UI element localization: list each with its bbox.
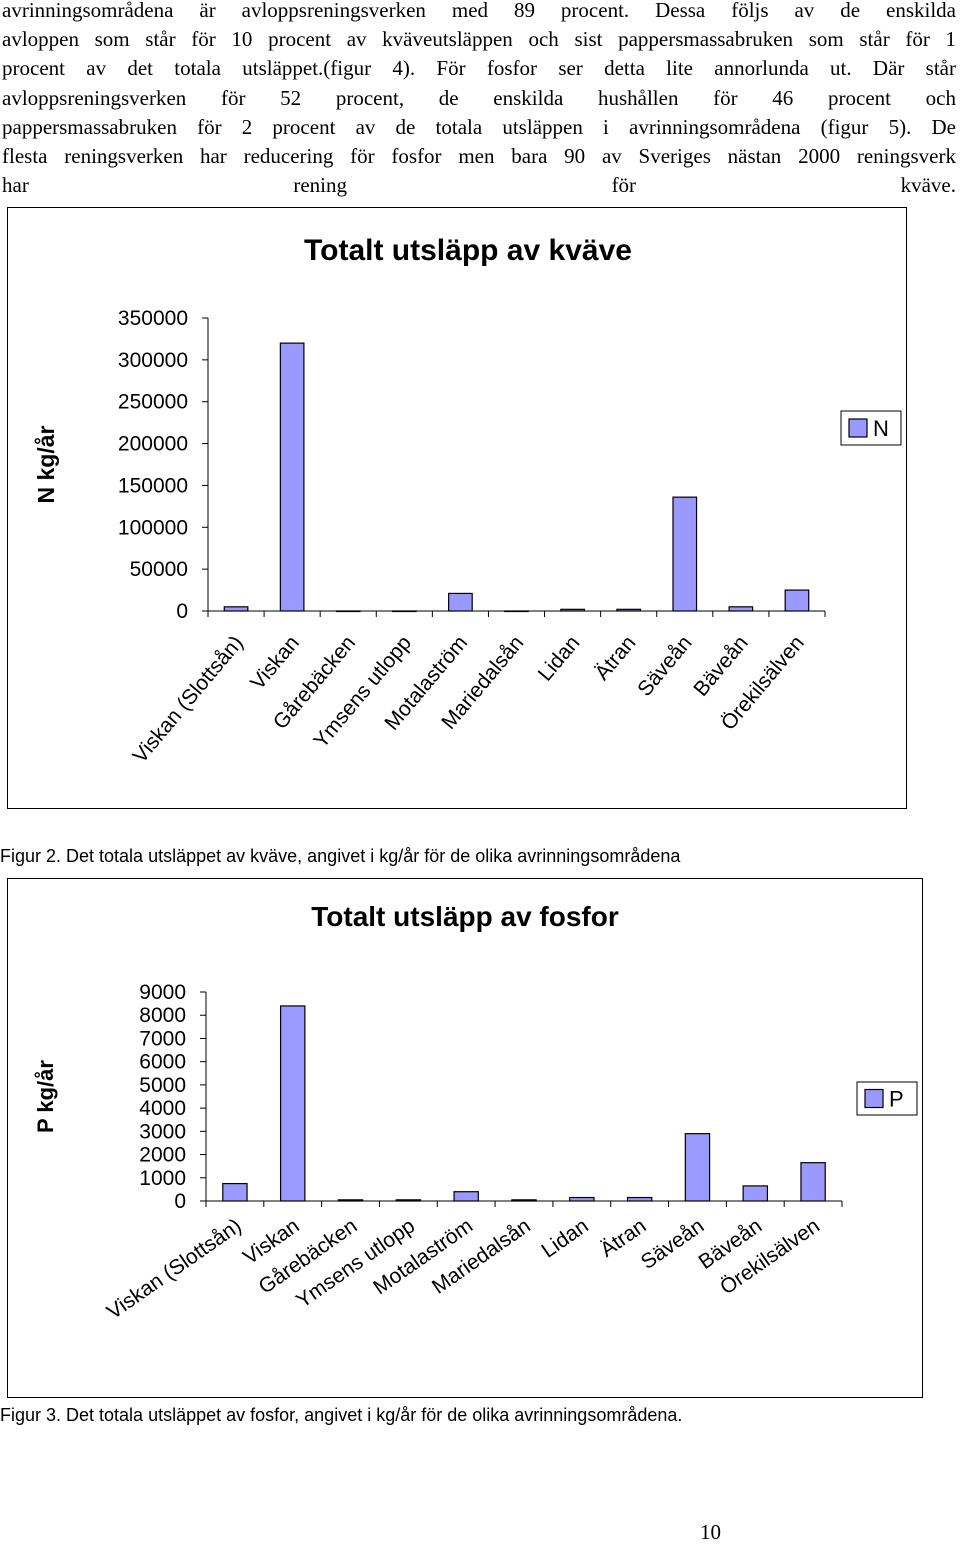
chart-title: Totalt utsläpp av fosfor [311,901,619,932]
bar [684,1133,711,1202]
body-line: har rening för kväve. [2,173,956,198]
figure-2-caption: Figur 2. Det totala utsläppet av kväve, … [0,846,681,866]
y-tick-label: 0 [174,1190,186,1213]
bar [742,1185,769,1202]
page-number: 10 [700,1520,721,1544]
bar [222,1182,248,1202]
figure-3-caption: Figur 3. Det totala utsläppet av fosfor,… [0,1405,683,1425]
bar [395,1199,422,1202]
body-line: avloppen som står för 10 procent av kväv… [2,27,956,52]
x-category-label: Viskan (Slottsån) [103,1214,246,1324]
bar [728,606,754,612]
legend-swatch [848,418,868,438]
bar [616,608,642,612]
phosphorus-chart: Totalt utsläpp av fosfor P kg/år 900080007… [33,901,918,1324]
x-category-label: Ymsens utlopp [309,631,416,752]
phosphorus-chart-frame: Totalt utsläpp av fosfor P kg/år 9000 8000 7… [7,878,923,1398]
y-tick-label: 5000 [139,1074,186,1097]
body-line: avrinningsområdena är avloppsreningsverk… [2,0,956,22]
y-axis-label: N kg/år [33,425,59,503]
bar [569,1196,595,1202]
body-paragraph: avrinningsområdena är avloppsreningsverk… [2,0,956,200]
y-tick-label: 9000 [139,981,186,1004]
y-tick-label: 2000 [139,1144,186,1167]
y-tick-label: 6000 [139,1051,186,1074]
bar [800,1162,826,1202]
x-category-label: Ätran [591,631,641,684]
legend-swatch [864,1088,884,1109]
legend-label: N [873,416,889,441]
body-line: avloppsreningsverken för 52 procent, de … [2,85,956,110]
y-tick-label: 8000 [139,1004,186,1027]
bar [672,496,698,612]
y-tick-label: 0 [176,600,188,623]
bar [279,342,305,612]
y-tick-label: 350000 [118,307,188,330]
bar [279,1005,306,1202]
x-category-label: Mariedalsån [428,1214,535,1298]
y-tick-label: 150000 [118,474,188,497]
y-tick-label: 4000 [139,1097,186,1120]
y-tick-label: 50000 [130,558,188,581]
body-line: pappersmassabruken för 2 procent av de t… [2,114,956,139]
x-category-label: Lidan [534,631,585,685]
nitrogen-chart-frame: Totalt utsläpp av kväve N kg/år 350000 3000… [7,207,907,809]
bar [391,610,417,613]
bar [448,592,473,612]
y-tick-label: 3000 [139,1120,186,1143]
y-tick-label: 7000 [139,1027,186,1050]
bar [335,610,361,613]
bar [337,1199,364,1202]
bar [560,608,585,612]
x-category-label: Viskan (Slottsån) [128,631,247,767]
y-tick-label: 300000 [118,349,188,372]
nitrogen-chart: Totalt utsläpp av kväve N kg/år 350000 3000… [33,234,902,768]
x-category-label: Säveån [637,1214,709,1274]
bar [223,606,249,612]
body-line: procent av det totala utsläppet.(figur 4… [2,56,956,81]
bar [784,589,810,612]
bar [626,1196,653,1202]
x-category-label: Viskan [246,631,304,694]
x-category-label: Lidan [537,1214,592,1262]
chart-title: Totalt utsläpp av kväve [304,234,632,267]
bar [511,1199,537,1202]
bar [453,1191,479,1202]
x-category-label: Örekilsälven [716,1214,824,1299]
x-category-label: Säveån [633,631,696,700]
body-line: flesta reningsverken har reducering för … [2,144,956,169]
y-tick-label: 100000 [118,516,188,539]
y-axis-label: P kg/år [33,1060,58,1133]
y-tick-label: 250000 [118,391,188,414]
y-tick-label: 200000 [118,433,188,456]
legend-label: P [889,1087,904,1112]
bar [504,610,529,613]
y-tick-label: 1000 [139,1167,186,1190]
